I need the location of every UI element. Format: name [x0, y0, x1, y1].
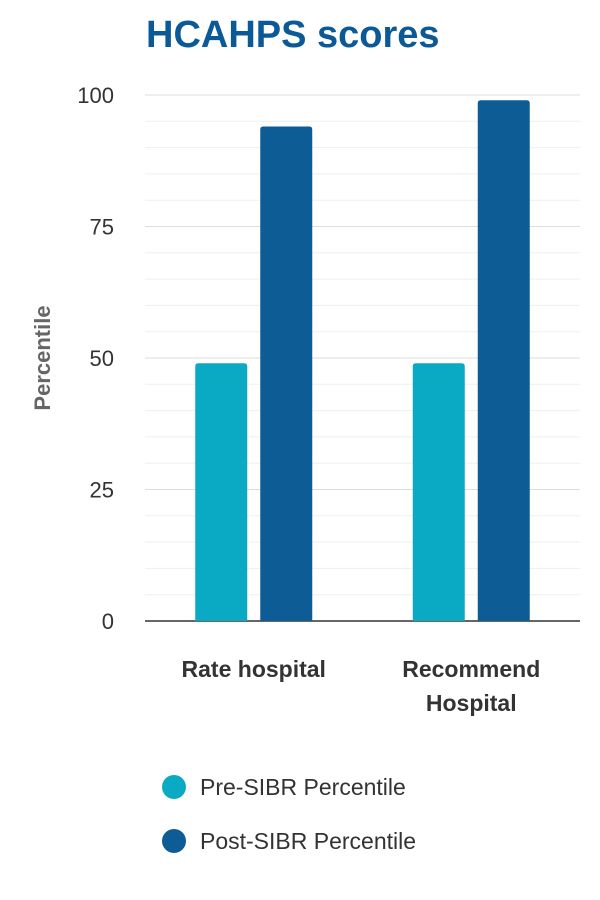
- legend-label-pre: Pre-SIBR Percentile: [200, 773, 406, 800]
- legend-swatch-post: [162, 829, 186, 853]
- y-tick-label: 50: [90, 346, 114, 371]
- bar-pre-0: [195, 363, 248, 621]
- x-tick-label: Rate hospital: [182, 656, 326, 682]
- legend-label-post: Post-SIBR Percentile: [200, 827, 417, 854]
- bar-post-0: [260, 126, 313, 621]
- y-tick-label: 100: [77, 83, 114, 108]
- legend-item-pre: Pre-SIBR Percentile: [162, 770, 416, 804]
- bar-post-1: [477, 100, 530, 621]
- bar-pre-1: [412, 363, 465, 621]
- y-tick-label: 75: [90, 215, 114, 240]
- legend-swatch-pre: [162, 775, 186, 799]
- bar-chart: 0 25 50 75 100 Percentile Rate hospital Recomm…: [30, 83, 580, 716]
- x-tick-label: Recommend Hospital: [402, 656, 540, 716]
- chart-title: HCAHPS scores: [146, 14, 440, 56]
- legend: Pre-SIBR Percentile Post-SIBR Percentile: [162, 770, 416, 878]
- y-tick-label: 25: [90, 478, 114, 503]
- y-tick-label: 0: [102, 609, 114, 634]
- legend-item-post: Post-SIBR Percentile: [162, 824, 416, 858]
- y-axis-label: Percentile: [30, 305, 55, 410]
